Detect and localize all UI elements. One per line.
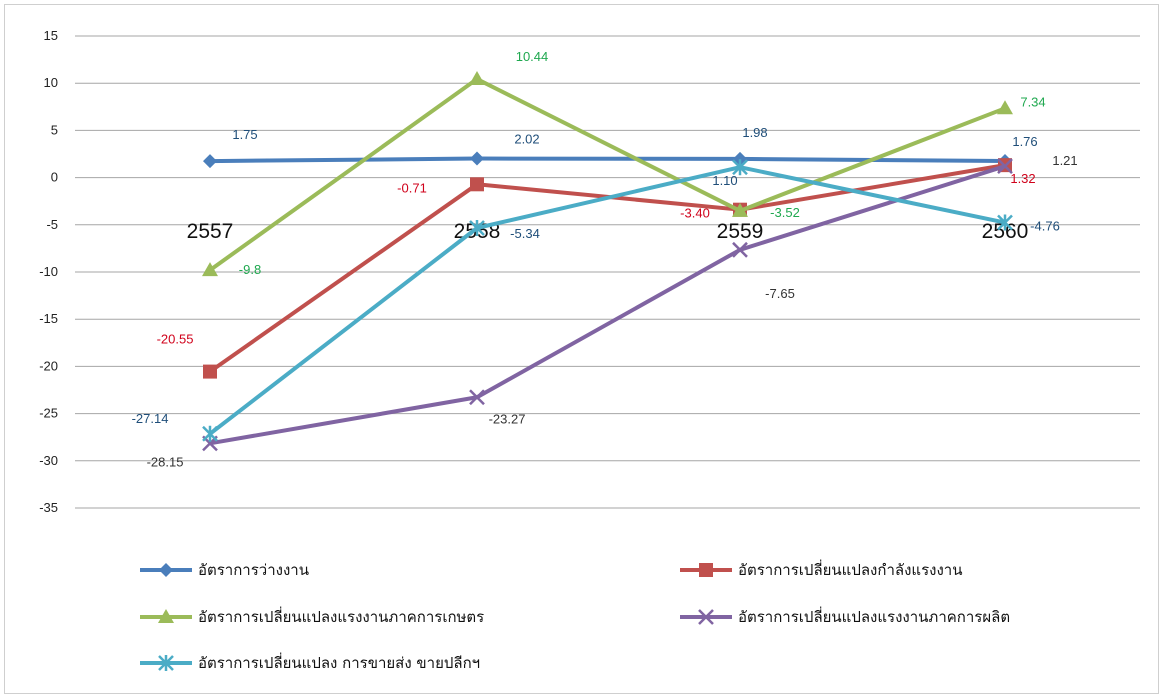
data-point [469,71,485,86]
gridlines: 15 10 5 0 -5 -10 -15 -20 -25 -30 -35 [39,28,1140,515]
data-point [997,214,1013,231]
legend-label: อัตราการว่างงาน [198,561,309,579]
data-label: -0.71 [397,180,427,195]
data-label: 10.44 [516,49,549,64]
y-tick-label: -10 [39,264,58,279]
y-tick-label: -5 [46,217,58,232]
data-label: -3.40 [680,206,710,221]
y-tick-label: 15 [44,28,58,43]
data-point [469,389,485,406]
data-point [470,151,484,166]
data-point [997,100,1013,115]
data-label: -28.15 [147,454,184,469]
data-label: -5.34 [510,226,540,241]
data-point [470,177,484,192]
data-point [203,154,217,169]
legend-item: อัตราการเปลี่ยนแปลงกำลังแรงงาน [680,559,962,579]
data-point [203,364,217,379]
series-line [208,77,1006,272]
y-tick-label: -20 [39,358,58,373]
data-label: 1.10 [712,173,737,188]
y-tick-label: 5 [51,122,58,137]
series-line [209,164,1006,446]
data-label: -9.8 [239,262,261,277]
data-point [202,262,218,277]
category-labels: 2557 2558 2559 2560 [187,220,1029,243]
data-label: 1.21 [1052,153,1077,168]
data-label: 1.75 [232,127,257,142]
legend-item: อัตราการเปลี่ยนแปลง การขายส่ง ขายปลีกฯ [140,652,480,672]
data-point [469,220,485,237]
data-point [699,563,713,577]
data-label: 1.32 [1010,171,1035,186]
series-line [208,165,1006,436]
legend-label: อัตราการเปลี่ยนแปลง การขายส่ง ขายปลีกฯ [198,652,480,672]
series-4 [202,158,1013,452]
legend-item: อัตราการเปลี่ยนแปลงแรงงานภาคการเกษตร [140,606,484,626]
y-tick-label: 0 [51,170,58,185]
data-label: -4.76 [1030,219,1060,234]
x-category-label: 2557 [187,220,234,243]
legend: อัตราการว่างงาน อัตราการเปลี่ยนแปลงกำลังแ… [140,559,1010,672]
legend-label: อัตราการเปลี่ยนแปลงแรงงานภาคการผลิต [738,606,1010,626]
legend-label: อัตราการเปลี่ยนแปลงกำลังแรงงาน [738,559,962,579]
data-point [158,655,174,671]
data-labels: 1.75 2.02 1.98 1.76 -20.55 -0.71 -3.40 1.32 -9.8… [132,49,1078,469]
data-point [158,609,174,623]
series-5 [202,159,1013,442]
data-label: 1.98 [742,125,767,140]
data-label: -3.52 [770,205,800,220]
x-category-label: 2559 [717,220,764,243]
y-tick-label: -30 [39,453,58,468]
data-label: -20.55 [157,332,194,347]
series-line [209,156,1006,164]
data-point [732,159,748,176]
data-point [202,425,218,442]
legend-item: อัตราการเปลี่ยนแปลงแรงงานภาคการผลิต [680,606,1010,626]
y-tick-label: -15 [39,311,58,326]
legend-label: อัตราการเปลี่ยนแปลงแรงงานภาคการเกษตร [198,606,484,626]
data-point [159,563,173,577]
data-point [732,241,748,258]
data-point [997,158,1013,175]
data-label: 2.02 [514,132,539,147]
data-label: -23.27 [489,411,526,426]
x-category-label: 2560 [982,220,1029,243]
data-label: -27.14 [132,411,169,426]
y-tick-label: -35 [39,500,58,515]
data-point [732,202,748,217]
series-3 [202,71,1013,277]
y-tick-label: -25 [39,406,58,421]
data-label: 1.76 [1012,134,1037,149]
data-point [698,609,714,625]
data-label: -7.65 [765,286,795,301]
y-tick-label: 10 [44,75,58,90]
data-label: 7.34 [1020,94,1045,109]
chart-frame [4,4,1159,694]
legend-item: อัตราการว่างงาน [140,561,309,579]
